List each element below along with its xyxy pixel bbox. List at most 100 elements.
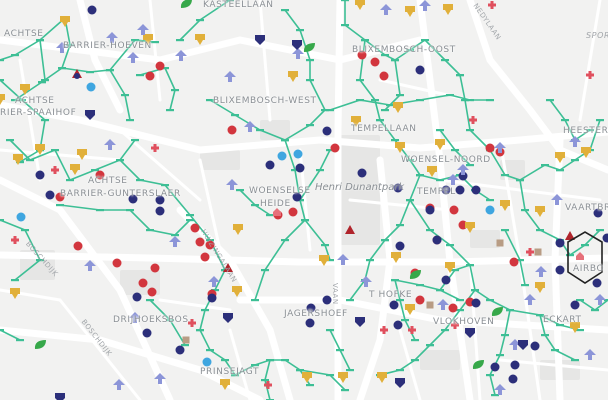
cross-marker (264, 381, 272, 389)
bin-marker (395, 142, 405, 148)
road-major (0, 176, 174, 400)
arrow-marker (524, 294, 536, 305)
network-node (326, 329, 334, 332)
navy-dot-marker (441, 185, 451, 195)
bin-marker (429, 172, 435, 177)
network-node (381, 109, 389, 112)
network-link (0, 17, 66, 61)
network-link (559, 229, 601, 257)
cross-marker (526, 248, 534, 256)
bin-marker (572, 328, 578, 333)
navy-dot-marker (155, 206, 165, 216)
network-node (556, 324, 564, 327)
navy-dot-marker (393, 183, 403, 193)
red-dot-marker (227, 125, 237, 135)
arrow-marker (551, 194, 563, 205)
navy-dot-marker (35, 170, 45, 180)
bin-marker (555, 152, 565, 158)
red-dot-marker (357, 50, 367, 60)
network-node (486, 99, 494, 102)
network-node (536, 229, 544, 232)
network-node (41, 119, 49, 122)
network-node (591, 309, 599, 312)
network-node (326, 374, 334, 377)
network-node (38, 81, 46, 84)
bin-marker (12, 294, 18, 299)
arrow-marker (337, 254, 349, 265)
network-node (516, 259, 524, 262)
network-node (181, 344, 189, 347)
network-node (466, 99, 474, 102)
network-node (396, 224, 404, 227)
red-dot-marker (509, 257, 519, 267)
navy-dot-marker (458, 171, 468, 181)
building-block (200, 150, 240, 170)
leaf-marker (303, 43, 315, 52)
arrow-marker (437, 299, 449, 310)
navy-dot-marker (441, 275, 451, 285)
network-node (281, 9, 289, 12)
network-node (231, 374, 239, 377)
network-node (151, 41, 159, 44)
district-label-achtse-c: ACHTSE (88, 176, 128, 186)
cross-marker (488, 1, 496, 9)
network-node (131, 39, 139, 42)
bin-marker (79, 155, 85, 160)
road-minor (18, 58, 42, 182)
network-node (256, 129, 264, 132)
network-node (396, 94, 404, 97)
network-node (11, 99, 19, 102)
network-node (356, 99, 364, 102)
cross-marker (11, 236, 19, 244)
arrow-marker (106, 32, 118, 43)
red-dot-marker (55, 192, 65, 202)
road-minor (198, 158, 222, 252)
red-dot-marker (379, 71, 389, 81)
network-node (326, 109, 334, 112)
network-node (291, 169, 299, 172)
cross-marker (469, 116, 477, 124)
road-minor (158, 298, 232, 312)
blue-dot-marker (86, 82, 96, 92)
district-label-blixembosch-oost: BLIXEMBOSCH-OOST (352, 45, 456, 55)
house-marker (576, 252, 584, 260)
bin-marker (447, 268, 453, 273)
bin-marker (288, 71, 298, 77)
network-link (284, 139, 306, 221)
district-label-heesterakker: HEESTERA (563, 126, 608, 136)
network-node (466, 129, 474, 132)
network-node (0, 59, 4, 62)
bin-marker (397, 148, 403, 153)
network-node (161, 184, 169, 187)
network-node (251, 299, 259, 302)
bin-marker (407, 310, 413, 315)
cross-marker (408, 326, 416, 334)
navy-dot-marker (357, 168, 367, 178)
network-node (586, 129, 594, 132)
bin-marker (0, 94, 5, 100)
navy-dot-marker (322, 126, 332, 136)
blue-dot-marker (16, 212, 26, 222)
red-dot-marker (95, 170, 105, 180)
network-node (96, 209, 104, 212)
arrow-marker (226, 179, 238, 190)
arrow-marker (594, 294, 606, 305)
district-label-airbo: AIRBO (573, 264, 605, 274)
network-node (261, 379, 269, 382)
network-node (121, 94, 129, 97)
network-node (571, 159, 579, 162)
network-node (171, 89, 179, 92)
network-node (186, 214, 194, 217)
road-major (236, 296, 608, 334)
network-node (556, 169, 564, 172)
red-dot-marker (485, 143, 495, 153)
network-node (491, 394, 499, 397)
shield-marker (395, 378, 405, 388)
cross-marker (151, 144, 159, 152)
shield-marker (465, 328, 475, 338)
bin-marker (70, 164, 80, 170)
house-marker (273, 208, 281, 216)
network-node (406, 49, 414, 52)
